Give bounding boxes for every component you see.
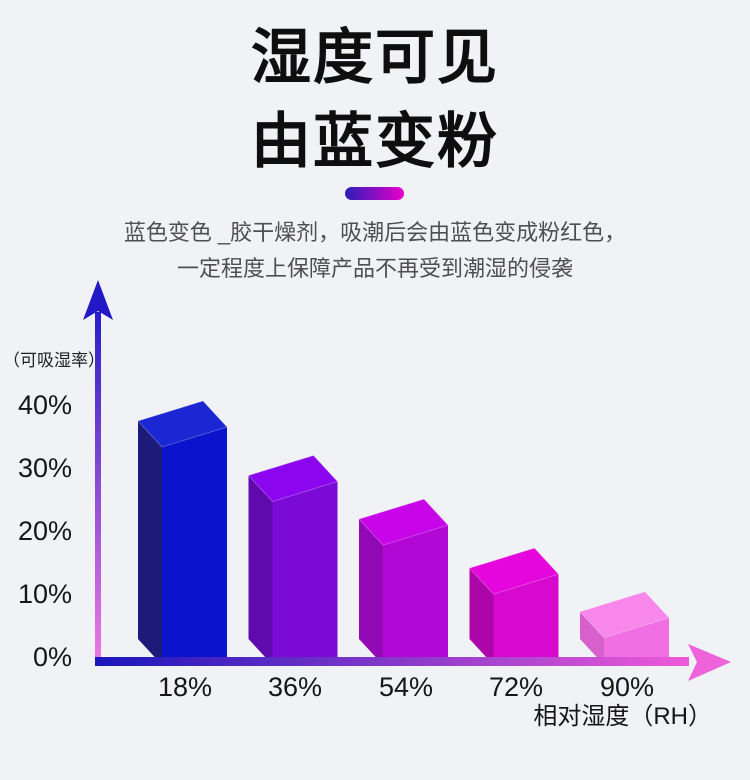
x-tick-label: 36% [267,672,323,702]
x-axis-title: 相对湿度（RH） [533,703,712,730]
subtitle-line-2: 一定程度上保障产品不再受到潮湿的侵袭 [176,256,573,281]
x-tick-label: 72% [488,672,544,702]
page-title-line-2: 由蓝变粉 [251,108,499,175]
y-tick-label: 30% [17,453,72,483]
subtitle-line-1: 蓝色变色 _胶干燥剂，吸潮后会由蓝色变成粉红色， [123,220,627,245]
y-tick-label: 40% [17,390,72,420]
page-title-line-1: 湿度可见 [251,24,499,91]
y-axis-unit-label: （可吸湿率） [3,351,105,370]
y-tick-label: 10% [17,579,72,609]
x-tick-label: 18% [157,672,213,702]
x-tick-label: 90% [599,672,655,702]
gradient-divider [345,187,404,200]
x-tick-label: 54% [378,672,434,702]
y-tick-label: 20% [17,516,72,546]
y-tick-label: 0% [32,642,72,672]
